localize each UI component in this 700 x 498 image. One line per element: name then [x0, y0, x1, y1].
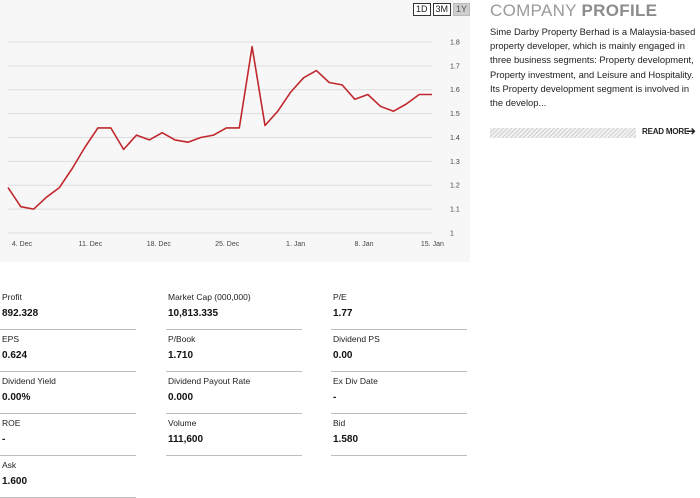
stat-dividend-ps: Dividend PS 0.00	[331, 330, 467, 372]
y-tick-label: 1.6	[450, 87, 460, 94]
y-tick-label: 1	[450, 231, 454, 238]
stat-label: Profit	[2, 292, 22, 302]
stat-value: 1.600	[2, 476, 28, 487]
x-tick-label: 4. Dec	[12, 241, 33, 248]
divider	[166, 413, 302, 414]
stat-volume: Volume 111,600	[166, 414, 302, 456]
divider	[166, 329, 302, 330]
stat-eps: EPS 0.624	[0, 330, 136, 372]
stat-dividend-yield: Dividend Yield 0.00%	[0, 372, 136, 414]
profile-title: COMPANY PROFILE	[490, 0, 700, 22]
x-tick-label: 25. Dec	[215, 241, 240, 248]
profile-title-bold: PROFILE	[581, 1, 658, 20]
price-chart-panel: 1 1.1 1.2 1.3 1.4 1.5 1.6 1.7 1.8 4. Dec 11. Dec 18…	[0, 0, 471, 262]
stat-label: Bid	[333, 418, 346, 428]
stat-ex-div-date: Ex Div Date -	[331, 372, 467, 414]
stat-label: Ex Div Date	[333, 376, 378, 386]
stat-p-book: P/Book 1.710	[166, 330, 302, 372]
stat-label: Volume	[168, 418, 197, 428]
range-selector: 1D 3M 1Y	[413, 3, 471, 16]
stat-value: 892.328	[2, 308, 39, 319]
stat-value: 0.00	[333, 350, 353, 361]
y-tick-label: 1.5	[450, 111, 460, 118]
x-tick-label: 8. Jan	[354, 241, 373, 248]
x-tick-label: 15. Jan	[421, 241, 444, 248]
price-chart: 1 1.1 1.2 1.3 1.4 1.5 1.6 1.7 1.8 4. Dec 11. Dec 18…	[7, 39, 460, 248]
stat-value: -	[2, 434, 6, 445]
stat-label: P/E	[333, 292, 347, 302]
range-1y-button[interactable]: 1Y	[453, 3, 471, 16]
y-tick-label: 1.3	[450, 159, 460, 166]
stat-pe: P/E 1.77	[331, 288, 467, 330]
y-tick-label: 1.2	[450, 183, 460, 190]
stat-label: Dividend PS	[333, 334, 380, 344]
hatch-divider	[490, 128, 636, 138]
stat-value: 1.77	[333, 308, 353, 319]
arrow-right-icon[interactable]: ➜	[686, 124, 697, 138]
divider	[0, 371, 136, 372]
x-tick-label: 18. Dec	[147, 241, 172, 248]
x-tick-label: 1. Jan	[286, 241, 305, 248]
divider	[0, 329, 136, 330]
stat-market-cap: Market Cap (000,000) 10,813.335	[166, 288, 302, 330]
divider	[0, 455, 136, 456]
stat-label: Ask	[2, 460, 17, 470]
stat-value: 111,600	[168, 434, 204, 445]
stat-value: 0.00%	[2, 392, 31, 403]
divider	[0, 413, 136, 414]
y-tick-label: 1.1	[450, 207, 460, 214]
stat-value: 0.624	[2, 350, 28, 361]
stat-value: 0.000	[168, 392, 194, 403]
stat-value: 1.710	[168, 350, 194, 361]
price-series-line	[7, 45, 432, 210]
divider	[331, 371, 467, 372]
stat-dividend-payout-rate: Dividend Payout Rate 0.000	[166, 372, 302, 414]
y-tick-label: 1.4	[450, 135, 460, 142]
y-tick-label: 1.7	[450, 63, 460, 70]
divider	[166, 455, 302, 456]
stat-value: -	[333, 392, 337, 403]
y-tick-label: 1.8	[450, 39, 460, 46]
range-1d-button[interactable]: 1D	[413, 3, 431, 16]
read-more-link[interactable]: READ MORE	[642, 127, 690, 136]
divider	[166, 371, 302, 372]
stat-value: 10,813.335	[168, 308, 219, 319]
stat-profit: Profit 892.328	[0, 288, 136, 330]
profile-description: Sime Darby Property Berhad is a Malaysia…	[490, 26, 696, 109]
read-more-row: READ MORE ➜	[490, 124, 700, 140]
divider	[331, 413, 467, 414]
divider	[331, 455, 467, 456]
stat-label: Dividend Yield	[2, 376, 56, 386]
stat-label: Dividend Payout Rate	[168, 376, 251, 386]
stat-label: ROE	[2, 418, 21, 428]
stat-bid: Bid 1.580	[331, 414, 467, 456]
x-tick-label: 11. Dec	[79, 241, 103, 248]
stat-value: 1.580	[333, 434, 359, 445]
stat-label: EPS	[2, 334, 20, 344]
divider	[331, 329, 467, 330]
company-profile: COMPANY PROFILE Sime Darby Property Berh…	[490, 0, 700, 138]
stat-roe: ROE -	[0, 414, 136, 456]
stat-label: Market Cap (000,000)	[168, 292, 251, 302]
range-3m-button[interactable]: 3M	[432, 3, 452, 16]
stat-ask: Ask 1.600	[0, 456, 136, 498]
profile-title-light: COMPANY	[490, 1, 577, 20]
stat-label: P/Book	[168, 334, 196, 344]
